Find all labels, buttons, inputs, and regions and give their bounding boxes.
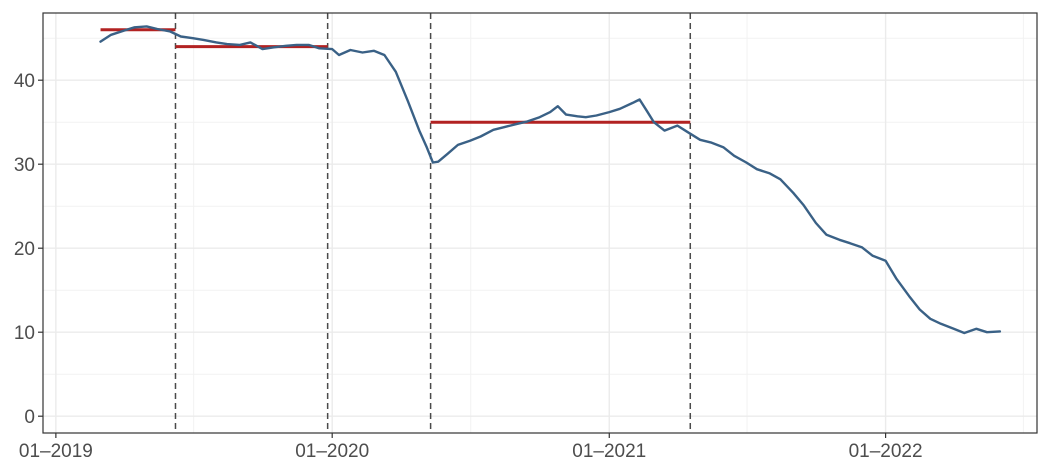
segment-means <box>100 28 691 124</box>
axis-ticks <box>38 79 887 438</box>
x-tick-label: 01–2021 <box>572 441 646 459</box>
x-tick-label: 01–2019 <box>19 441 93 459</box>
y-axis-labels: 0 10 20 30 40 <box>14 71 35 428</box>
breakpoint-lines <box>174 13 692 433</box>
grid <box>43 13 1037 433</box>
y-tick-label: 40 <box>14 71 35 92</box>
y-tick-label: 30 <box>14 155 35 176</box>
x-axis-labels: 01–2019 01–2020 01–2021 01–2022 <box>19 441 923 459</box>
y-tick-label: 0 <box>24 407 35 428</box>
y-tick-label: 20 <box>14 239 35 260</box>
series-lines <box>99 25 1002 335</box>
x-tick-label: 01–2022 <box>849 441 923 459</box>
series-line <box>99 25 1002 335</box>
panel-border <box>42 12 1038 434</box>
y-tick-label: 10 <box>14 323 35 344</box>
x-tick-label: 01–2020 <box>295 441 369 459</box>
